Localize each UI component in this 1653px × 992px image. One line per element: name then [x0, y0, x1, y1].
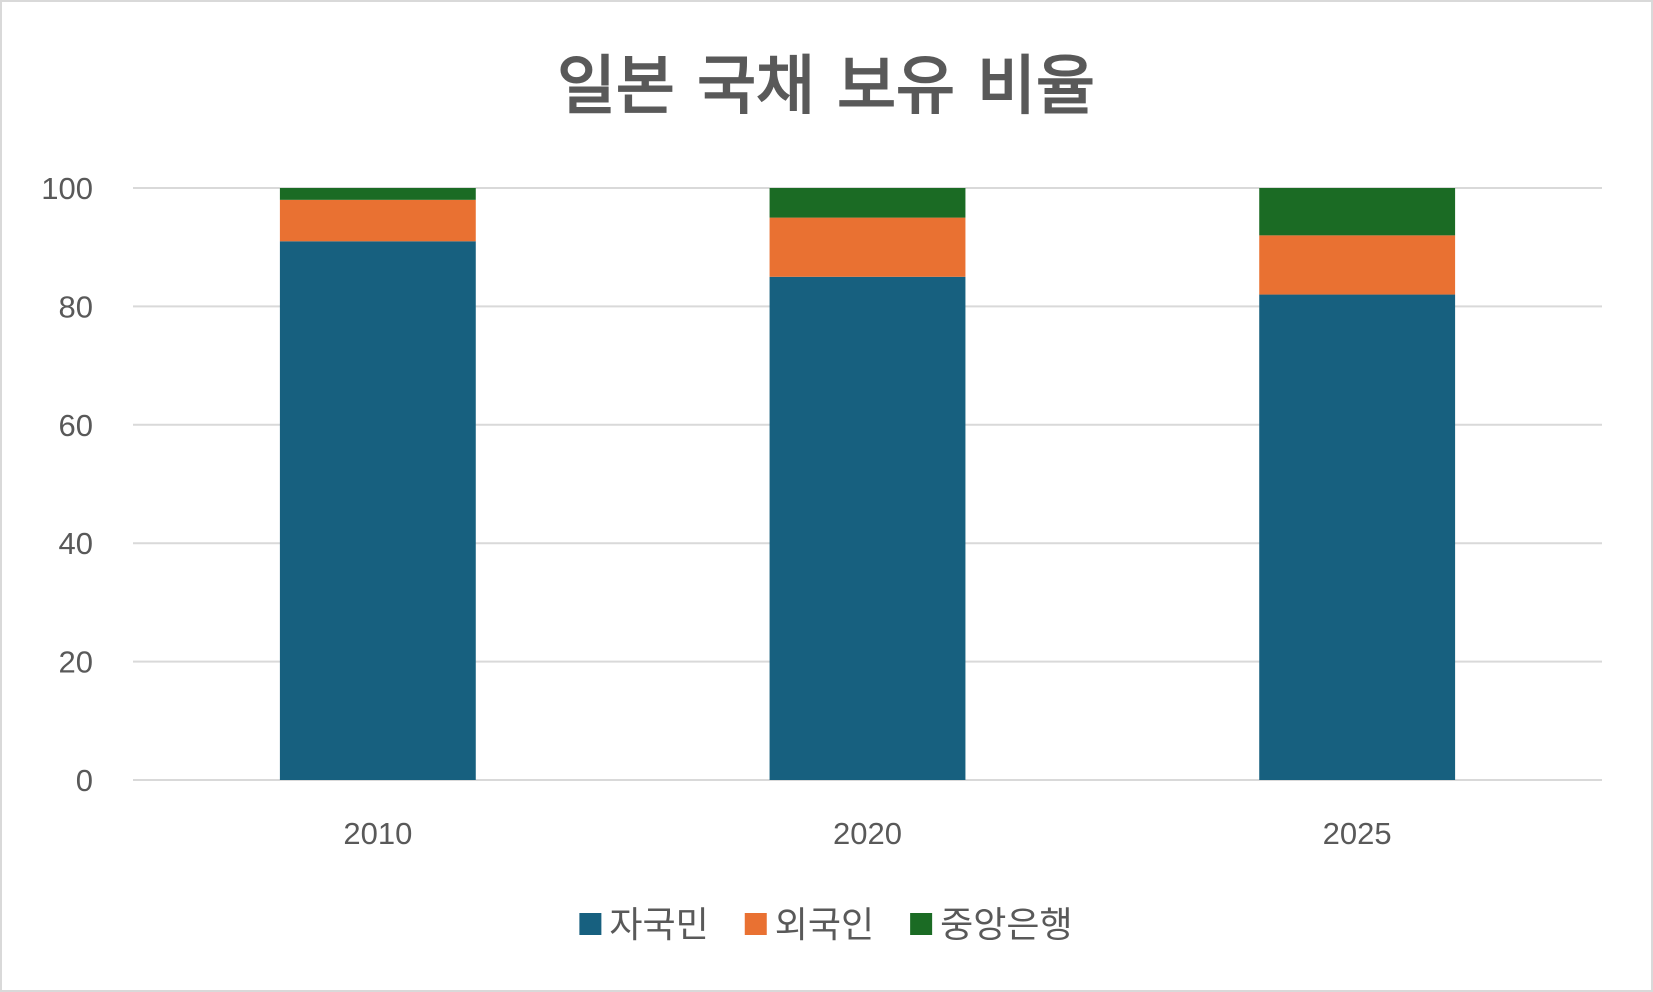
y-tick-label: 40	[59, 526, 93, 561]
y-tick-label: 0	[76, 763, 93, 798]
bar-segment-2025-1	[1259, 294, 1456, 780]
y-tick-label: 80	[59, 289, 93, 324]
bar-segment-2025-2	[1259, 235, 1456, 295]
bar-segment-2010-3	[279, 188, 476, 200]
legend: 자국민 외국인 중앙은행	[579, 905, 1073, 946]
y-tick-label: 100	[41, 171, 93, 206]
bar-segment-2010-2	[279, 199, 476, 242]
legend-swatch	[744, 913, 767, 935]
bar-segment-2010-1	[279, 241, 476, 780]
bar-segment-2020-2	[769, 217, 966, 277]
legend-label: 중앙은행	[940, 905, 1072, 946]
legend-swatch	[579, 913, 602, 935]
bar-segment-2020-1	[769, 276, 966, 780]
legend-label: 자국민	[609, 905, 708, 946]
x-tick-label: 2010	[343, 816, 412, 851]
legend-item: 중앙은행	[910, 905, 1073, 946]
bar-segment-2020-3	[769, 188, 966, 218]
y-axis-ticks: 0 20 40 60 80 100	[41, 171, 93, 798]
legend-label: 외국인	[775, 905, 874, 946]
legend-item: 자국민	[579, 905, 709, 946]
bars	[279, 188, 1456, 780]
legend-swatch	[910, 913, 933, 935]
x-tick-label: 2020	[833, 816, 902, 851]
chart-title: 일본 국채 보유 비율	[557, 50, 1095, 124]
legend-item: 외국인	[744, 905, 874, 946]
y-tick-label: 20	[59, 645, 93, 680]
bar-segment-2025-3	[1259, 188, 1456, 236]
y-tick-label: 60	[59, 408, 93, 443]
x-axis-ticks: 2010 2020 2025	[343, 816, 1391, 851]
x-tick-label: 2025	[1323, 816, 1392, 851]
